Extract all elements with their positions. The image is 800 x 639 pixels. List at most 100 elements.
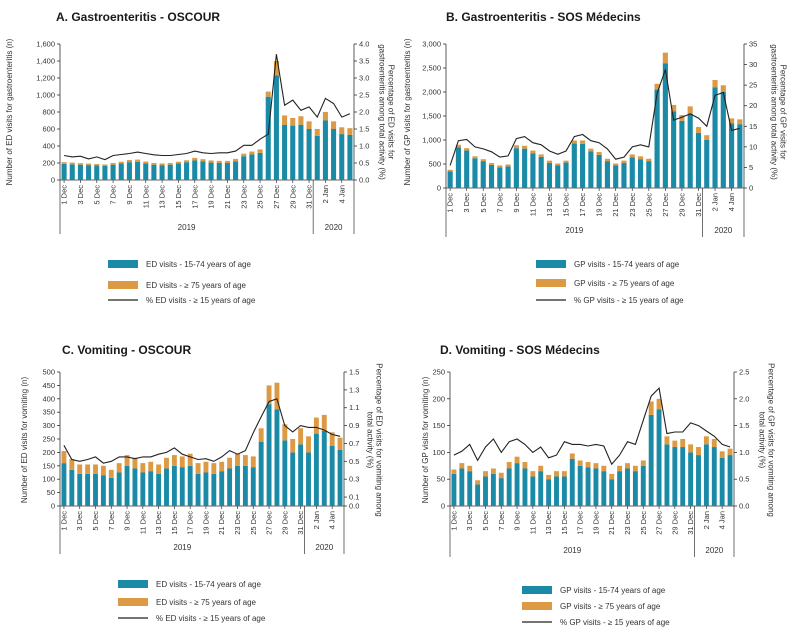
- legend-label: ED visits - ≥ 75 years of age: [146, 281, 247, 290]
- bar-75plus-12: [546, 474, 552, 480]
- x-tick-label: 15 Dec: [560, 511, 569, 535]
- bar-75plus-24: [640, 460, 646, 466]
- legend-label: GP visits - 15-74 years of age: [574, 260, 680, 269]
- bar-75plus-19: [216, 160, 222, 163]
- right-tick-label: 1.5: [739, 421, 749, 430]
- x-tick-label: 25 Dec: [644, 193, 653, 217]
- left-tick-label: 500: [428, 160, 441, 169]
- legend-swatch: [108, 260, 138, 268]
- bar-15-74-7: [506, 468, 512, 506]
- x-tick-label: 25 Dec: [249, 511, 258, 535]
- x-tick-label: 7 Dec: [109, 185, 118, 205]
- bar-75plus-32: [703, 436, 709, 445]
- right-tick-label: 0.9: [349, 421, 359, 430]
- x-tick-label: 23 Dec: [239, 185, 248, 209]
- left-tick-label: 1,600: [36, 40, 55, 49]
- bar-15-74-14: [171, 465, 177, 506]
- bar-15-74-1: [69, 469, 75, 506]
- right-axis-title: Percentage of ED visits forgastroenterit…: [378, 44, 396, 180]
- left-tick-label: 1,400: [36, 57, 55, 66]
- bar-75plus-14: [561, 471, 567, 477]
- right-axis-title-line: total activity (%): [366, 412, 375, 469]
- right-tick-label: 3.0: [359, 74, 369, 83]
- legend-label: ED visits - 15-74 years of age: [146, 260, 251, 269]
- bar-75plus-18: [593, 463, 599, 469]
- bar-75plus-34: [339, 127, 345, 135]
- bar-75plus-22: [235, 453, 240, 466]
- bar-15-74-9: [135, 161, 141, 180]
- panel-d-vomit-sos: D. Vomiting - SOS Médecins 0 50 100 150 200 25…: [421, 343, 776, 627]
- bar-15-74-15: [179, 467, 185, 506]
- bar-15-74-9: [522, 468, 528, 506]
- bar-75plus-10: [140, 463, 146, 473]
- bar-15-74-20: [613, 165, 619, 188]
- bar-75plus-17: [585, 462, 591, 468]
- bar-75plus-27: [282, 115, 288, 125]
- bar-15-74-16: [580, 143, 586, 188]
- bar-15-74-26: [662, 63, 668, 189]
- x-tick-label: 27 Dec: [272, 185, 281, 209]
- x-tick-label: 13 Dec: [545, 193, 554, 217]
- bar-75plus-19: [604, 158, 610, 162]
- left-tick-label: 450: [42, 381, 55, 390]
- legend-label: % GP visits - ≥ 15 years of age: [560, 618, 670, 627]
- bar-75plus-28: [282, 424, 288, 441]
- bar-15-74-3: [472, 158, 478, 188]
- bar-15-74-2: [464, 150, 470, 188]
- x-tick-label: 4 Jan: [328, 511, 337, 529]
- bar-15-74-22: [235, 465, 240, 506]
- x-tick-label: 5 Dec: [92, 185, 101, 205]
- bar-75plus-27: [664, 436, 670, 445]
- bar-75plus-33: [711, 439, 717, 448]
- bar-15-74-18: [593, 468, 599, 506]
- bar-15-74-0: [61, 463, 67, 506]
- right-tick-label: 30: [749, 60, 757, 69]
- x-tick-label: 23 Dec: [628, 193, 637, 217]
- bar-75plus-30: [298, 428, 304, 445]
- bar-15-74-20: [224, 163, 230, 180]
- bar-75plus-22: [241, 153, 247, 157]
- left-tick-label: 3,000: [422, 40, 441, 49]
- bar-75plus-3: [475, 480, 481, 485]
- bar-15-74-16: [187, 465, 193, 506]
- x-tick-label: 4 Jan: [727, 193, 736, 211]
- right-tick-label: 25: [749, 81, 757, 90]
- bar-75plus-10: [143, 161, 149, 164]
- x-tick-label: 17 Dec: [186, 511, 195, 535]
- bar-15-74-35: [347, 134, 353, 180]
- bar-75plus-21: [227, 457, 233, 469]
- bar-15-74-0: [451, 473, 457, 506]
- x-tick-label: 27 Dec: [265, 511, 274, 535]
- bar-75plus-35: [737, 119, 743, 125]
- bar-75plus-25: [654, 83, 660, 90]
- bar-75plus-19: [211, 463, 217, 474]
- left-tick-label: 200: [42, 159, 55, 168]
- bar-75plus-1: [69, 162, 75, 165]
- bar-15-74-25: [654, 89, 660, 188]
- panel-a-gastro-oscour: A. Gastroenteritis - OSCOUR 0 200 400 600 800…: [5, 10, 396, 305]
- x-tick-label: 17 Dec: [578, 193, 587, 217]
- bar-75plus-17: [200, 159, 206, 162]
- bar-15-74-26: [656, 409, 662, 506]
- x-tick-label: 3 Dec: [462, 193, 471, 213]
- x-tick-label: 19 Dec: [201, 511, 210, 535]
- bar-75plus-32: [712, 80, 718, 88]
- panel-title: D. Vomiting - SOS Médecins: [440, 343, 600, 357]
- bar-75plus-28: [679, 115, 685, 121]
- right-tick-label: 1.1: [349, 403, 359, 412]
- bar-15-74-12: [546, 163, 553, 188]
- bar-15-74-29: [680, 447, 686, 506]
- bar-75plus-29: [298, 116, 304, 125]
- x-tick-label: 9 Dec: [513, 511, 522, 531]
- bar-15-74-22: [241, 156, 247, 180]
- bar-15-74-10: [143, 163, 149, 180]
- bar-75plus-26: [273, 61, 279, 76]
- bar-15-74-6: [498, 478, 504, 506]
- bar-15-74-5: [100, 475, 106, 506]
- bar-75plus-5: [488, 163, 495, 165]
- bar-75plus-10: [530, 471, 536, 477]
- bar-15-74-7: [118, 163, 124, 180]
- bar-75plus-16: [580, 140, 586, 144]
- year-label: 2019: [173, 543, 191, 552]
- bar-15-74-34: [729, 123, 735, 188]
